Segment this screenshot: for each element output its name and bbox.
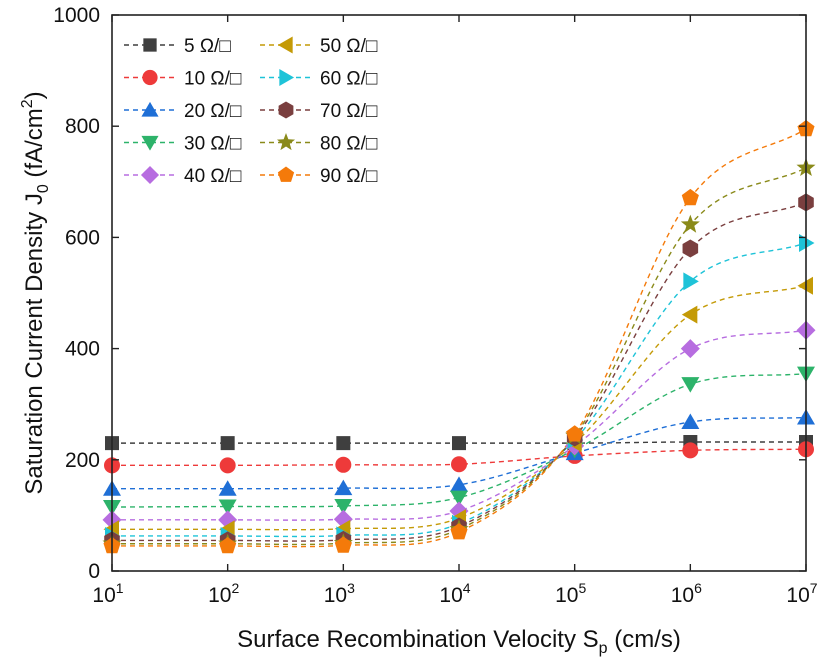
x-tick-label-exp-4: 5 [578, 580, 586, 596]
y-tick-label-2: 400 [65, 338, 100, 361]
legend: 5 Ω/□ 10 Ω/□ 20 Ω/□ 30 Ω/□ 40 Ω/□ 50 Ω/□ 60 Ω/… [124, 36, 378, 187]
data-point-s0-p1 [220, 436, 235, 451]
x-tick-label-exp-2: 3 [347, 580, 355, 596]
data-point-s1-p3 [451, 456, 467, 473]
data-point-s0-p3 [452, 436, 466, 451]
legend-label-6: 60 Ω/□ [320, 69, 378, 90]
data-point-s7-p5 [682, 239, 699, 258]
legend-marker-0 [143, 38, 157, 52]
x-tick-label-exp-6: 7 [810, 580, 818, 596]
x-tick-label-base-1: 10 [208, 584, 231, 607]
legend-label-1: 10 Ω/□ [184, 69, 242, 90]
x-axis-title-unit: (cm/s) [608, 626, 681, 653]
x-tick-label-base-2: 10 [324, 584, 347, 607]
data-point-s1-p2 [335, 456, 352, 473]
x-tick-label-2: 103 [324, 580, 355, 607]
legend-marker-3 [141, 135, 159, 151]
data-point-s2-p5 [681, 413, 700, 429]
legend-marker-1 [142, 69, 158, 86]
data-point-s1-p1 [219, 457, 236, 474]
data-point-s2-p2 [334, 479, 353, 496]
y-tick-label-1: 200 [65, 449, 100, 472]
y-axis-title-unit-post: ) [21, 91, 48, 99]
data-point-s9-p2 [334, 536, 352, 553]
y-axis-title-sup: 2 [19, 99, 36, 108]
data-point-s0-p2 [336, 436, 351, 451]
data-point-s9-p5 [681, 188, 699, 206]
legend-label-7: 70 Ω/□ [320, 101, 378, 122]
x-tick-label-exp-1: 2 [231, 580, 239, 596]
legend-label-8: 80 Ω/□ [320, 134, 378, 155]
x-tick-label-6: 107 [786, 580, 817, 607]
x-tick-label-base-4: 10 [555, 584, 578, 607]
data-point-s9-p4 [566, 425, 584, 442]
data-point-s1-p5 [682, 442, 699, 459]
legend-marker-2 [141, 101, 159, 117]
x-axis-title-main: Surface Recombination Velocity S [237, 626, 599, 653]
x-tick-label-base-5: 10 [671, 584, 694, 607]
legend-label-9: 90 Ω/□ [320, 166, 378, 187]
legend-marker-7 [278, 101, 294, 119]
y-axis-title-main: Saturation Current Density J [21, 193, 48, 494]
data-point-s4-p5 [680, 339, 700, 359]
data-point-s2-p1 [218, 480, 237, 496]
data-point-s2-p3 [450, 476, 468, 492]
data-point-s5-p5 [681, 305, 698, 324]
x-tick-label-exp-5: 6 [694, 580, 702, 596]
data-point-s9-p1 [219, 536, 237, 554]
data-point-s3-p2 [334, 498, 353, 515]
x-tick-label-base-6: 10 [786, 584, 809, 607]
legend-marker-6 [279, 68, 295, 87]
x-tick-label-base-0: 10 [92, 584, 115, 607]
y-tick-label-0: 0 [88, 560, 100, 583]
data-point-s8-p5 [680, 214, 700, 233]
legend-label-3: 30 Ω/□ [184, 134, 242, 155]
y-tick-label-3: 600 [65, 226, 100, 249]
legend-marker-8 [276, 133, 296, 151]
data-point-s3-p3 [450, 490, 468, 507]
x-tick-label-0: 101 [92, 580, 123, 607]
legend-label-2: 20 Ω/□ [184, 101, 242, 122]
data-point-s9-p3 [450, 523, 468, 540]
legend-label-4: 40 Ω/□ [184, 166, 242, 187]
legend-marker-9 [277, 166, 295, 182]
legend-label-0: 5 Ω/□ [184, 36, 231, 57]
x-axis-title: Surface Recombination Velocity Sp (cm/s) [237, 626, 681, 657]
x-tick-label-3: 104 [439, 580, 470, 607]
x-tick-label-1: 102 [208, 580, 239, 607]
data-point-s4-p3 [449, 501, 469, 521]
legend-marker-4 [140, 165, 160, 185]
series-markers [102, 119, 816, 554]
data-point-s3-p5 [681, 377, 700, 393]
legend-marker-5 [277, 36, 293, 54]
y-axis-title-unit-pre: (fA/cm [21, 108, 48, 184]
x-tick-label-base-3: 10 [439, 584, 462, 607]
x-tick-label-exp-3: 4 [463, 580, 471, 596]
x-tick-label-5: 106 [671, 580, 702, 607]
legend-label-5: 50 Ω/□ [320, 36, 378, 57]
data-point-s6-p5 [683, 272, 699, 291]
data-point-s3-p1 [218, 499, 237, 516]
y-tick-label-5: 1000 [53, 4, 100, 27]
x-tick-label-exp-0: 1 [116, 580, 124, 596]
y-axis-title-sub: 0 [35, 184, 52, 193]
x-axis-title-sub: p [599, 640, 608, 657]
y-axis-title: Saturation Current Density J0 (fA/cm2) [19, 91, 52, 494]
y-tick-label-4: 800 [65, 115, 100, 138]
x-tick-label-4: 105 [555, 580, 586, 607]
